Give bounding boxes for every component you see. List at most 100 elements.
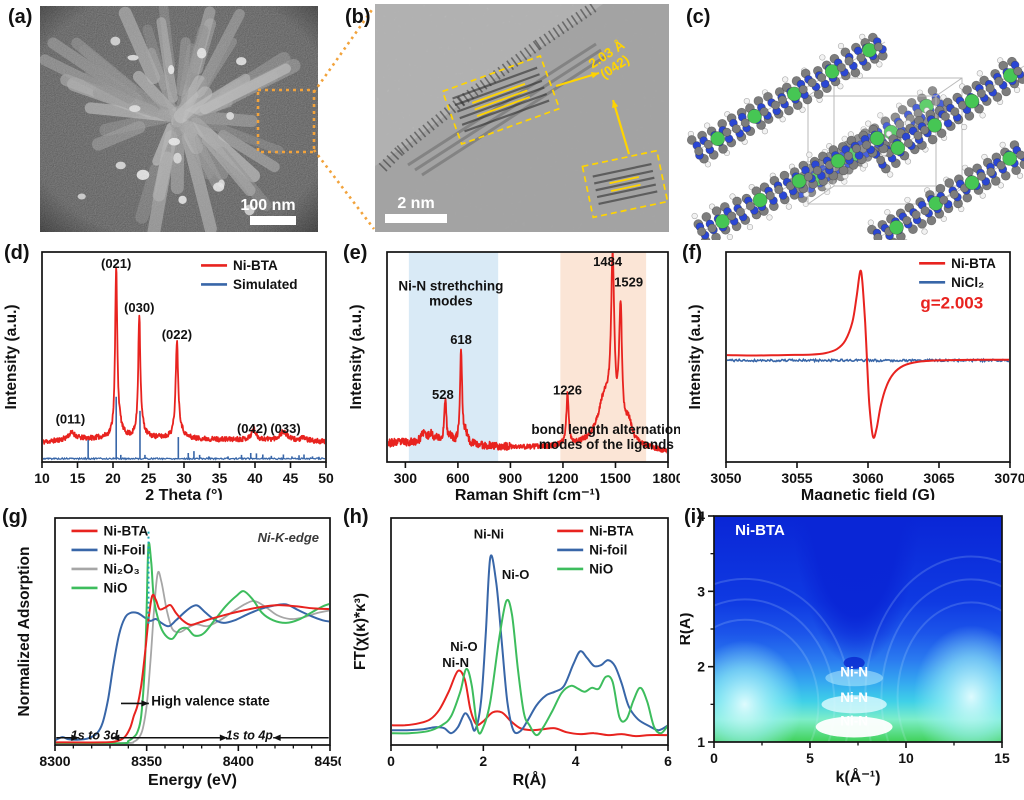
svg-text:Ni-Foil: Ni-Foil	[104, 542, 146, 557]
svg-text:bond length alternation: bond length alternation	[531, 422, 680, 437]
svg-text:k(Å⁻¹): k(Å⁻¹)	[836, 767, 881, 786]
svg-text:900: 900	[499, 470, 523, 486]
svg-text:1484: 1484	[593, 254, 623, 269]
xrd-chart-canvas: (011) (021) (030) (022) (042) (033) Ni-BTA Simu…	[3, 251, 334, 500]
panel-i: (i) Ni-BTA Ni-N Ni-N Ni-N 0 5 10 15 1 2 3 4 k(Å⁻¹) R(…	[680, 500, 1024, 800]
panel-d: (d) (011) (021) (030) (022) (042) (033) Ni-BTA…	[0, 240, 341, 500]
svg-text:10: 10	[34, 470, 50, 486]
svg-text:5: 5	[806, 750, 814, 766]
svg-text:100 nm: 100 nm	[240, 197, 295, 214]
panel-e-label: (e)	[343, 242, 368, 264]
svg-text:3070: 3070	[994, 470, 1024, 486]
svg-text:1s to 3d: 1s to 3d	[71, 729, 119, 743]
svg-text:modes: modes	[429, 293, 473, 308]
svg-text:Ni-O: Ni-O	[502, 567, 529, 582]
svg-text:10: 10	[898, 750, 914, 766]
svg-text:Energy (eV): Energy (eV)	[148, 772, 237, 789]
svg-text:50: 50	[318, 470, 334, 486]
svg-text:8300: 8300	[39, 753, 70, 769]
svg-text:(033): (033)	[270, 421, 300, 436]
svg-text:3065: 3065	[923, 470, 954, 486]
svg-text:40: 40	[247, 470, 263, 486]
svg-text:Ni-BTA: Ni-BTA	[951, 256, 996, 271]
svg-text:Magnetic field (G): Magnetic field (G)	[801, 487, 935, 500]
panel-f-label: (f)	[682, 242, 702, 264]
svg-text:Simulated: Simulated	[233, 277, 298, 292]
svg-text:Ni₂O₃: Ni₂O₃	[104, 561, 140, 576]
panel-e: (e) 528 618 1226 1484 1529 Ni-N strethching mo…	[341, 240, 680, 500]
xanes-chart-canvas: Ni-K-edge High valence state 1s to 3d 1s to…	[16, 517, 341, 789]
panel-g-label: (g)	[2, 506, 28, 528]
svg-text:Ni-Ni: Ni-Ni	[474, 527, 504, 542]
panel-a-label: (a)	[8, 6, 33, 28]
svg-text:1529: 1529	[614, 275, 643, 290]
panel-a: (a) 100 nm	[0, 0, 341, 240]
svg-text:2 Theta (°): 2 Theta (°)	[145, 487, 223, 500]
svg-text:modes of the ligands: modes of the ligands	[539, 437, 674, 452]
svg-text:Ni-BTA: Ni-BTA	[735, 522, 785, 539]
svg-text:Ni-BTA: Ni-BTA	[233, 258, 278, 273]
svg-text:Ni-N: Ni-N	[840, 713, 868, 728]
svg-text:g=2.003: g=2.003	[920, 293, 983, 312]
svg-text:20: 20	[105, 470, 121, 486]
svg-text:Ni-N: Ni-N	[840, 690, 868, 705]
svg-text:(030): (030)	[124, 300, 154, 315]
panel-f: (f) g=2.003 Ni-BTA NiCl₂ 3050 3055 3060 3065 30…	[680, 240, 1024, 500]
wavelet-contour-canvas: Ni-BTA Ni-N Ni-N Ni-N 0 5 10 15 1 2 3 4 k(Å⁻¹) R(Å)	[680, 508, 1010, 786]
svg-text:1: 1	[697, 734, 705, 750]
sem-image-canvas: 100 nm	[40, 6, 318, 232]
svg-text:Ni-K-edge: Ni-K-edge	[258, 530, 319, 545]
tem-image-canvas: 2.03 Å(042)2 nm	[375, 4, 669, 232]
panel-b: (b) 2.03 Å (042) 2 nm	[341, 0, 680, 240]
svg-text:528: 528	[432, 387, 454, 402]
svg-text:2: 2	[479, 753, 487, 769]
svg-text:(042): (042)	[237, 421, 267, 436]
panel-c-label: (c)	[686, 6, 711, 28]
svg-text:(011): (011)	[56, 412, 86, 427]
panel-d-label: (d)	[4, 242, 30, 264]
svg-text:Ni-N strethching: Ni-N strethching	[398, 278, 503, 293]
svg-text:30: 30	[176, 470, 192, 486]
svg-text:3055: 3055	[781, 470, 812, 486]
panel-c: (c)	[680, 0, 1024, 240]
svg-text:Intensity (a.u.): Intensity (a.u.)	[3, 304, 20, 409]
crystal-structure-canvas	[686, 32, 1024, 240]
svg-text:4: 4	[572, 753, 580, 769]
svg-text:1800: 1800	[652, 470, 680, 486]
svg-text:Ni-O: Ni-O	[450, 639, 477, 654]
svg-text:3060: 3060	[852, 470, 883, 486]
svg-text:0: 0	[710, 750, 718, 766]
svg-text:8450: 8450	[314, 753, 341, 769]
svg-text:15: 15	[994, 750, 1010, 766]
svg-text:4: 4	[697, 508, 705, 524]
svg-text:300: 300	[394, 470, 418, 486]
svg-text:Ni-N: Ni-N	[442, 655, 469, 670]
panel-h-label: (h)	[343, 506, 369, 528]
svg-text:25: 25	[141, 470, 157, 486]
svg-text:Ni-N: Ni-N	[840, 664, 868, 679]
svg-text:Intensity (a.u.): Intensity (a.u.)	[348, 304, 365, 409]
svg-text:High valence state: High valence state	[151, 693, 270, 708]
svg-text:FT(χ(κ)*κ³): FT(χ(κ)*κ³)	[352, 593, 369, 670]
svg-text:3: 3	[697, 583, 705, 599]
panel-h: (h) Ni-Ni Ni-O Ni-O Ni-N Ni-BTA Ni-foil NiO 0 2 4…	[341, 500, 680, 800]
svg-text:8400: 8400	[223, 753, 254, 769]
panel-g: (g) Ni-K-edge High valence state 1s to 3d 1…	[0, 500, 341, 800]
svg-text:NiO: NiO	[589, 561, 613, 576]
svg-text:45: 45	[283, 470, 299, 486]
epr-chart-canvas: g=2.003 Ni-BTA NiCl₂ 3050 3055 3060 3065 3070 Ma…	[687, 251, 1024, 500]
svg-text:600: 600	[446, 470, 470, 486]
svg-text:(022): (022)	[162, 327, 192, 342]
svg-text:Ni-BTA: Ni-BTA	[104, 523, 149, 538]
svg-text:2: 2	[697, 659, 705, 675]
svg-text:15: 15	[70, 470, 86, 486]
svg-text:Ni-BTA: Ni-BTA	[589, 523, 634, 538]
panel-i-label: (i)	[684, 506, 703, 528]
svg-text:0: 0	[387, 753, 395, 769]
svg-text:1500: 1500	[600, 470, 631, 486]
svg-text:Intensity (a.u.): Intensity (a.u.)	[687, 304, 704, 409]
svg-text:8350: 8350	[131, 753, 162, 769]
svg-text:6: 6	[664, 753, 672, 769]
